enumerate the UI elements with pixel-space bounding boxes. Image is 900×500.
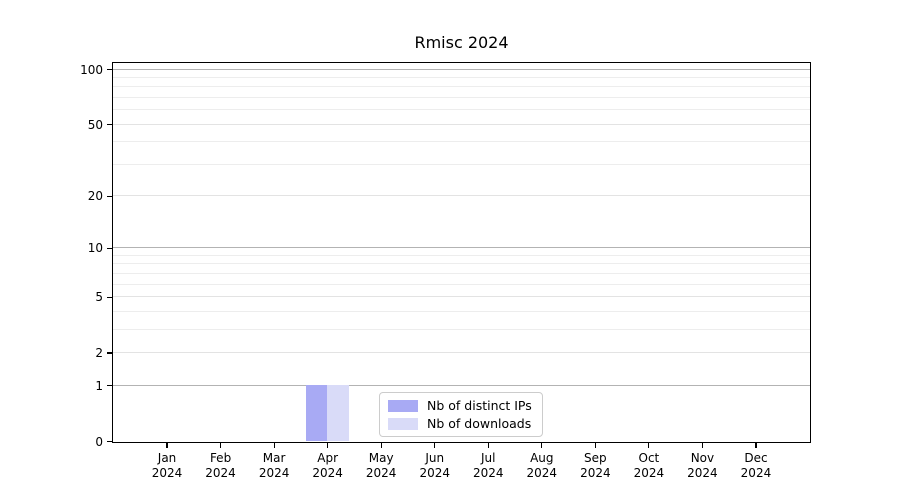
- x-tick: [380, 443, 382, 448]
- legend-label: Nb of distinct IPs: [427, 398, 532, 413]
- y-tick-label: 10: [87, 241, 103, 256]
- major-gridline: [113, 384, 810, 386]
- x-tick-year: 2024: [151, 466, 183, 480]
- minor-gridline: [113, 77, 810, 79]
- x-tick: [166, 443, 168, 448]
- x-tick: [219, 443, 222, 448]
- major-gridline: [113, 247, 810, 249]
- minor-gridline: [113, 163, 810, 165]
- x-tick-month: Mar: [262, 451, 286, 465]
- minor-gridline: [113, 351, 810, 353]
- x-tick-month: Jan: [157, 451, 177, 465]
- y-tick: [107, 69, 112, 71]
- minor-gridline: [113, 109, 810, 111]
- x-tick-year: 2024: [580, 466, 611, 480]
- x-tick-month: Oct: [638, 451, 660, 465]
- x-tick-year: 2024: [419, 466, 450, 480]
- y-tick: [107, 352, 112, 354]
- x-tick-year: 2024: [205, 466, 236, 480]
- bar-apr-series2: [327, 385, 349, 441]
- minor-gridline: [113, 195, 810, 197]
- minor-gridline: [113, 328, 810, 330]
- y-tick-label: 1: [95, 378, 103, 393]
- y-tick: [107, 296, 112, 298]
- x-tick: [594, 443, 596, 448]
- minor-gridline: [113, 272, 810, 274]
- x-tick-label: Nov 2024: [670, 451, 734, 481]
- plot-area: [112, 62, 811, 443]
- y-tick: [107, 124, 112, 126]
- x-tick-month: Jul: [481, 451, 496, 465]
- x-tick-year: 2024: [687, 466, 718, 480]
- x-tick-label: Jul 2024: [456, 451, 520, 481]
- x-tick-label: Sep 2024: [563, 451, 627, 481]
- x-tick-label: Oct 2024: [617, 451, 681, 481]
- y-tick-label: 20: [87, 189, 103, 204]
- y-tick-label: 0: [95, 434, 103, 449]
- legend-item: Nb of downloads: [388, 416, 532, 431]
- legend-swatch: [388, 399, 418, 412]
- x-tick: [755, 443, 757, 448]
- x-tick-label: Dec 2024: [724, 451, 788, 481]
- x-tick-label: Jan 2024: [135, 451, 199, 481]
- x-tick-label: Jun 2024: [403, 451, 467, 481]
- bar-apr-series1: [305, 385, 328, 441]
- x-tick-month: Aug: [530, 451, 554, 465]
- x-tick-label: Feb 2024: [189, 451, 253, 481]
- x-tick-label: Aug 2024: [510, 451, 574, 481]
- y-tick: [107, 440, 112, 443]
- x-tick-year: 2024: [472, 466, 504, 480]
- minor-gridline: [113, 141, 810, 143]
- bars-layer: [113, 63, 810, 442]
- x-tick: [648, 443, 650, 448]
- x-tick-year: 2024: [365, 466, 397, 480]
- minor-gridline: [113, 97, 810, 99]
- x-tick: [701, 443, 703, 448]
- minor-gridline: [113, 263, 810, 265]
- y-tick-label: 50: [87, 117, 103, 132]
- x-tick-month: Sep: [584, 451, 607, 465]
- x-tick-label: May 2024: [349, 451, 413, 481]
- x-tick-month: Feb: [209, 451, 232, 465]
- x-tick-month: Jun: [425, 451, 445, 465]
- x-tick-month: Apr: [317, 451, 339, 465]
- minor-gridline: [113, 123, 810, 125]
- minor-gridline: [113, 86, 810, 88]
- legend-swatch: [388, 417, 418, 430]
- y-tick-label: 2: [95, 345, 103, 360]
- x-tick-label: Mar 2024: [242, 451, 306, 481]
- x-tick-year: 2024: [526, 466, 558, 480]
- x-tick-year: 2024: [633, 466, 665, 480]
- gridlines-layer: [113, 63, 810, 442]
- x-tick-year: 2024: [740, 466, 772, 480]
- x-tick: [434, 443, 436, 448]
- x-tick-year: 2024: [258, 466, 290, 480]
- y-tick: [107, 385, 112, 387]
- x-tick-year: 2024: [312, 466, 343, 480]
- legend-label: Nb of downloads: [427, 416, 532, 431]
- minor-gridline: [113, 310, 810, 312]
- x-tick: [541, 443, 543, 448]
- x-tick-month: Nov: [690, 451, 715, 465]
- chart-title: Rmisc 2024: [414, 33, 509, 52]
- legend: Nb of distinct IPs Nb of downloads: [379, 392, 543, 437]
- x-tick-month: May: [368, 451, 394, 465]
- y-tick: [107, 247, 112, 249]
- minor-gridline: [113, 283, 810, 285]
- x-tick-label: Apr 2024: [296, 451, 360, 481]
- y-tick: [107, 195, 112, 197]
- x-tick: [273, 443, 275, 448]
- legend-item: Nb of distinct IPs: [388, 398, 532, 413]
- x-tick-month: Dec: [744, 451, 768, 465]
- x-tick: [487, 443, 489, 448]
- major-gridline: [113, 68, 810, 70]
- x-tick: [327, 443, 329, 448]
- minor-gridline: [113, 296, 810, 298]
- y-tick-label: 100: [80, 62, 103, 77]
- y-tick-label: 5: [95, 290, 103, 305]
- minor-gridline: [113, 254, 810, 256]
